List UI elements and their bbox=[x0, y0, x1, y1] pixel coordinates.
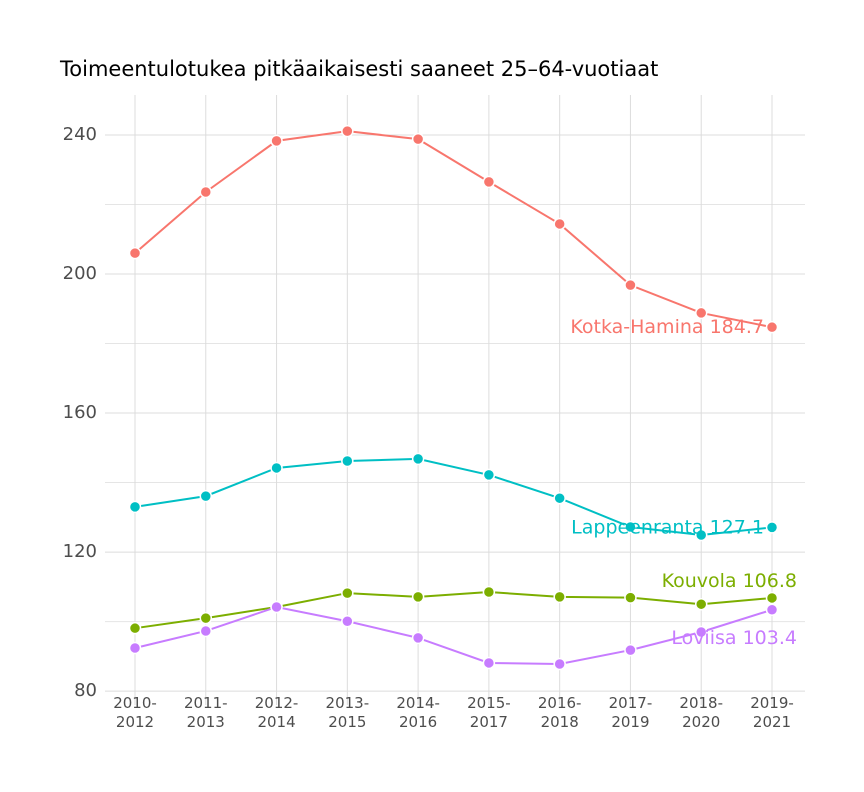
data-point bbox=[270, 134, 283, 148]
x-tick-label-line: 2010- bbox=[113, 694, 157, 712]
x-tick-label-line: 2019 bbox=[611, 713, 649, 731]
x-tick-label-line: 2015 bbox=[328, 713, 366, 731]
data-point bbox=[341, 586, 354, 600]
data-point bbox=[341, 614, 354, 628]
y-tick-label: 160 bbox=[63, 402, 97, 423]
data-point bbox=[199, 611, 213, 625]
data-point bbox=[270, 461, 283, 475]
data-point bbox=[553, 657, 566, 671]
x-tick-label: 2018-2020 bbox=[679, 694, 723, 731]
x-tick-label: 2017-2019 bbox=[609, 694, 653, 731]
series-name: Loviisa bbox=[671, 626, 736, 648]
value-label: 127.1 bbox=[710, 516, 764, 538]
y-tick-label: 80 bbox=[74, 680, 97, 701]
data-point bbox=[694, 625, 708, 639]
x-tick-label: 2010-2012 bbox=[113, 694, 157, 731]
value-label: 106.8 bbox=[743, 569, 797, 591]
series-end-label: Kotka-Hamina 184.7 bbox=[570, 316, 764, 338]
data-point bbox=[765, 591, 779, 605]
data-point bbox=[411, 452, 425, 466]
x-tick-label-line: 2016- bbox=[538, 694, 582, 712]
x-tick-label-line: 2019- bbox=[750, 694, 794, 712]
x-tick-label: 2015-2017 bbox=[467, 694, 511, 731]
x-tick-label-line: 2018- bbox=[679, 694, 723, 712]
series-line bbox=[134, 130, 773, 329]
x-tick-label: 2011-2013 bbox=[184, 694, 228, 731]
data-point bbox=[482, 656, 496, 670]
data-point bbox=[694, 528, 708, 542]
data-point bbox=[128, 246, 142, 260]
value-label: 184.7 bbox=[710, 316, 764, 338]
data-point bbox=[128, 621, 142, 635]
value-label: 103.4 bbox=[743, 626, 797, 648]
x-tick-label-line: 2021 bbox=[753, 713, 791, 731]
y-tick-label: 200 bbox=[63, 263, 97, 284]
data-point bbox=[128, 500, 142, 514]
x-tick-label-line: 2017 bbox=[470, 713, 508, 731]
y-tick-label: 240 bbox=[63, 124, 97, 145]
data-point bbox=[270, 600, 283, 614]
data-point bbox=[765, 603, 779, 617]
series-end-label: Loviisa 103.4 bbox=[671, 626, 797, 648]
data-point bbox=[624, 520, 637, 534]
x-tick-label: 2016-2018 bbox=[538, 694, 582, 731]
x-tick-label: 2019-2021 bbox=[750, 694, 794, 731]
data-point bbox=[694, 306, 708, 320]
series-line bbox=[134, 605, 773, 665]
data-point bbox=[624, 591, 637, 604]
data-point bbox=[482, 175, 496, 189]
series-name: Kouvola bbox=[662, 569, 737, 591]
data-point bbox=[199, 489, 213, 503]
x-tick-label-line: 2017- bbox=[609, 694, 653, 712]
chart-title: Toimeentulotukea pitkäaikaisesti saaneet… bbox=[59, 57, 658, 81]
series-name: Lappeenranta bbox=[571, 516, 703, 538]
data-point bbox=[128, 641, 142, 655]
data-point bbox=[694, 597, 708, 611]
x-tick-label-line: 2014- bbox=[396, 694, 440, 712]
data-point bbox=[411, 132, 425, 146]
x-tick-label: 2014-2016 bbox=[396, 694, 440, 731]
x-tick-label: 2012-2014 bbox=[255, 694, 299, 731]
x-tick-label-line: 2015- bbox=[467, 694, 511, 712]
data-point bbox=[411, 590, 425, 604]
data-point bbox=[624, 278, 637, 292]
x-tick-label-line: 2013- bbox=[326, 694, 370, 712]
data-point bbox=[411, 631, 425, 645]
x-tick-label-line: 2013 bbox=[187, 713, 225, 731]
data-point bbox=[341, 454, 354, 468]
x-tick-label-line: 2016 bbox=[399, 713, 437, 731]
series-line bbox=[134, 457, 773, 537]
x-tick-label-line: 2014 bbox=[257, 713, 295, 731]
x-tick-label-line: 2011- bbox=[184, 694, 228, 712]
data-point bbox=[199, 624, 213, 638]
data-point bbox=[624, 643, 637, 657]
series-end-label: Lappeenranta 127.1 bbox=[571, 516, 764, 538]
data-point bbox=[341, 124, 354, 138]
x-tick-label-line: 2012 bbox=[116, 713, 154, 731]
data-point bbox=[765, 521, 779, 534]
series-name: Kotka-Hamina bbox=[570, 316, 703, 338]
data-point bbox=[553, 491, 566, 505]
x-tick-label: 2013-2015 bbox=[326, 694, 370, 731]
data-point bbox=[199, 185, 213, 199]
data-point bbox=[482, 468, 496, 482]
data-point bbox=[553, 217, 566, 231]
series-line bbox=[134, 591, 773, 630]
x-tick-label-line: 2012- bbox=[255, 694, 299, 712]
x-tick-label-line: 2020 bbox=[682, 713, 720, 731]
data-point bbox=[765, 320, 779, 334]
data-point bbox=[482, 585, 496, 599]
series-end-label: Kouvola 106.8 bbox=[662, 569, 797, 591]
x-tick-label-line: 2018 bbox=[541, 713, 579, 731]
y-tick-label: 120 bbox=[63, 541, 97, 562]
data-point bbox=[553, 590, 566, 604]
